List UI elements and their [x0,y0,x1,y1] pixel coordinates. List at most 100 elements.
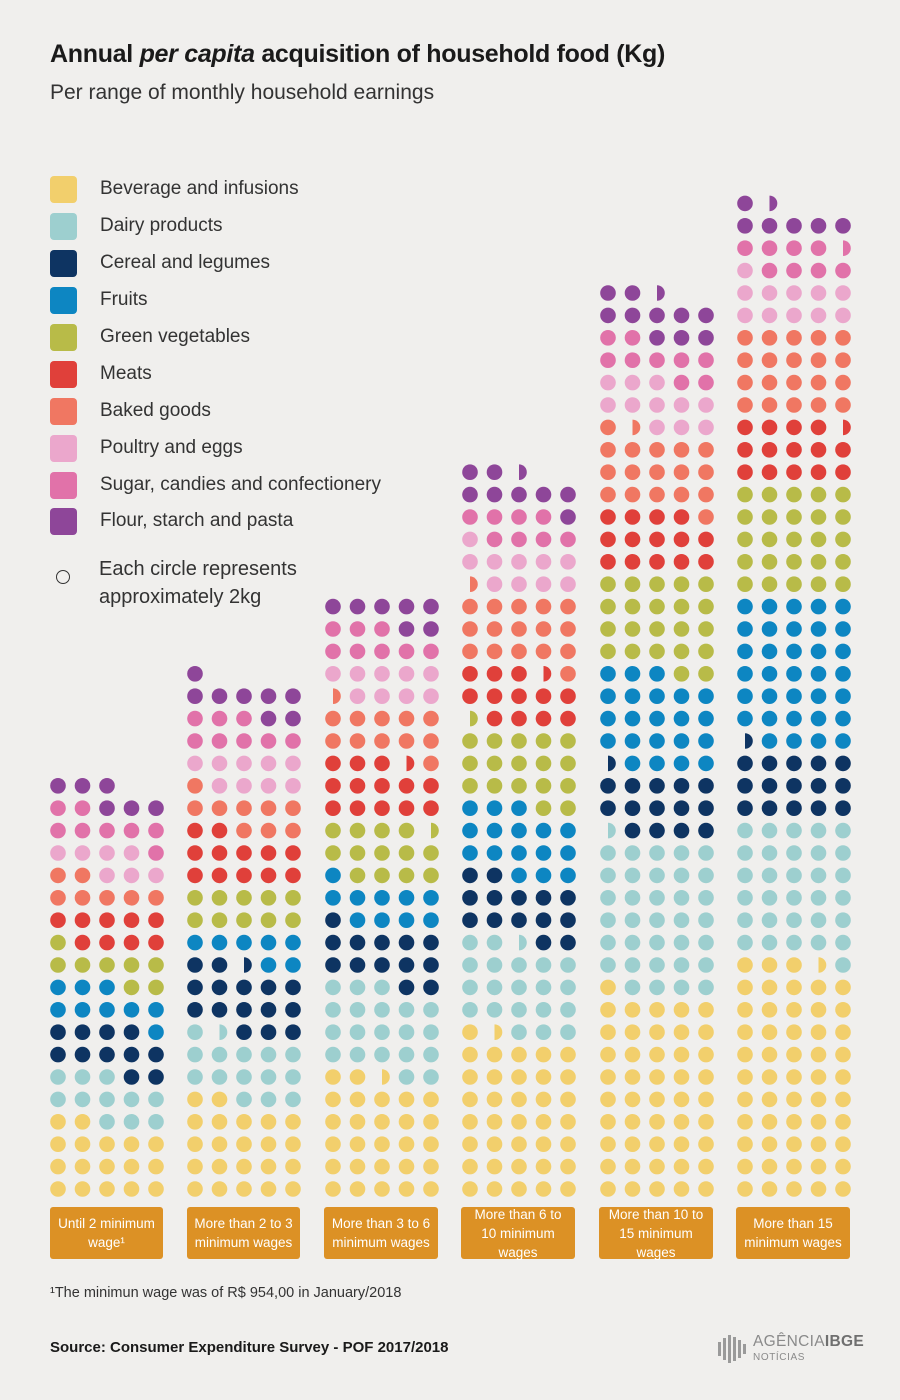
waffle-circle [649,1114,665,1130]
waffle-circle [698,845,714,861]
waffle-circle [600,979,616,996]
waffle-circle [600,531,616,548]
waffle-circle [600,397,616,413]
waffle-circle [462,778,478,794]
waffle-circle [761,934,778,951]
waffle-circle [236,1181,252,1197]
waffle-circle [649,934,665,951]
waffle-circle [99,1002,115,1018]
waffle-circle [737,1114,753,1130]
waffle-circle [698,576,714,592]
waffle-circle [99,979,115,996]
waffle-circle [398,912,415,928]
waffle-circle [462,1046,478,1063]
waffle-circle [649,621,665,637]
waffle-circle [560,688,576,704]
waffle-circle [737,867,753,884]
legend-swatch-baked-goods [50,398,77,425]
source-note: Source: Consumer Expenditure Survey - PO… [50,1339,449,1356]
waffle-circle [673,957,690,973]
circle-unit-icon [56,570,70,584]
waffle-circle [761,486,778,503]
waffle-circle [285,934,301,951]
waffle-circle [99,1136,115,1152]
waffle-circle [462,1091,478,1108]
waffle-half-circle [543,666,552,682]
waffle-circle [560,643,576,660]
waffle-circle [737,419,753,436]
waffle-circle [786,979,802,996]
waffle-circle [374,979,390,996]
waffle-circle [761,397,778,413]
waffle-circle [786,957,802,973]
waffle-circle [560,710,576,727]
waffle-circle [349,778,366,794]
waffle-circle [148,912,164,928]
waffle-circle [148,1069,164,1085]
waffle-circle [236,934,252,951]
waffle-circle [786,576,802,592]
waffle-circle [600,957,616,973]
waffle-half-circle [431,822,439,839]
waffle-circle [349,710,366,727]
waffle-circle [786,307,802,324]
waffle-circle [50,822,66,839]
waffle-circle [761,957,778,973]
waffle-circle [810,1136,827,1152]
waffle-circle [74,979,91,996]
waffle-circle [761,218,778,234]
waffle-circle [99,822,115,839]
waffle-circle [325,867,341,884]
waffle-circle [285,688,301,704]
waffle-circle [835,845,851,861]
waffle-circle [673,755,690,772]
waffle-circle [761,1002,778,1018]
waffle-circle [187,1136,203,1152]
waffle-circle [810,285,827,301]
waffle-circle [187,1091,203,1108]
waffle-circle [786,1069,802,1085]
waffle-circle [123,1136,140,1152]
waffle-circle [835,352,851,369]
waffle-circle [423,1136,439,1152]
waffle-circle [535,912,552,928]
waffle-half-circle [219,1024,228,1040]
waffle-circle [737,912,753,928]
waffle-circle [511,1046,527,1063]
waffle-circle [649,688,665,704]
waffle-circle [349,822,366,839]
waffle-circle [560,957,576,973]
waffle-circle [285,778,301,794]
waffle-circle [673,442,690,458]
waffle-circle [560,1136,576,1152]
waffle-circle [673,576,690,592]
waffle-circle [511,486,527,503]
waffle-circle [737,1158,753,1175]
waffle-circle [99,800,115,816]
waffle-circle [649,778,665,794]
waffle-circle [211,1136,228,1152]
waffle-circle [535,934,552,951]
waffle-circle [786,1114,802,1130]
legend-item-dairy: Dairy products [50,213,450,241]
waffle-circle [673,374,690,391]
waffle-circle [698,666,714,682]
waffle-circle [737,1046,753,1063]
waffle-circle [810,218,827,234]
waffle-circle [649,1136,665,1152]
waffle-circle [560,576,576,592]
waffle-circle [624,509,641,525]
waffle-circle [123,890,140,906]
waffle-circle [462,1158,478,1175]
waffle-circle [398,934,415,951]
waffle-circle [349,666,366,682]
waffle-circle [624,464,641,481]
waffle-circle [148,1002,164,1018]
waffle-circle [560,1002,576,1018]
logo-line1a: AGÊNCIA [753,1333,825,1350]
waffle-circle [50,1024,66,1040]
waffle-circle [560,934,576,951]
waffle-circle [673,531,690,548]
waffle-circle [187,1046,203,1063]
waffle-circle [673,1002,690,1018]
